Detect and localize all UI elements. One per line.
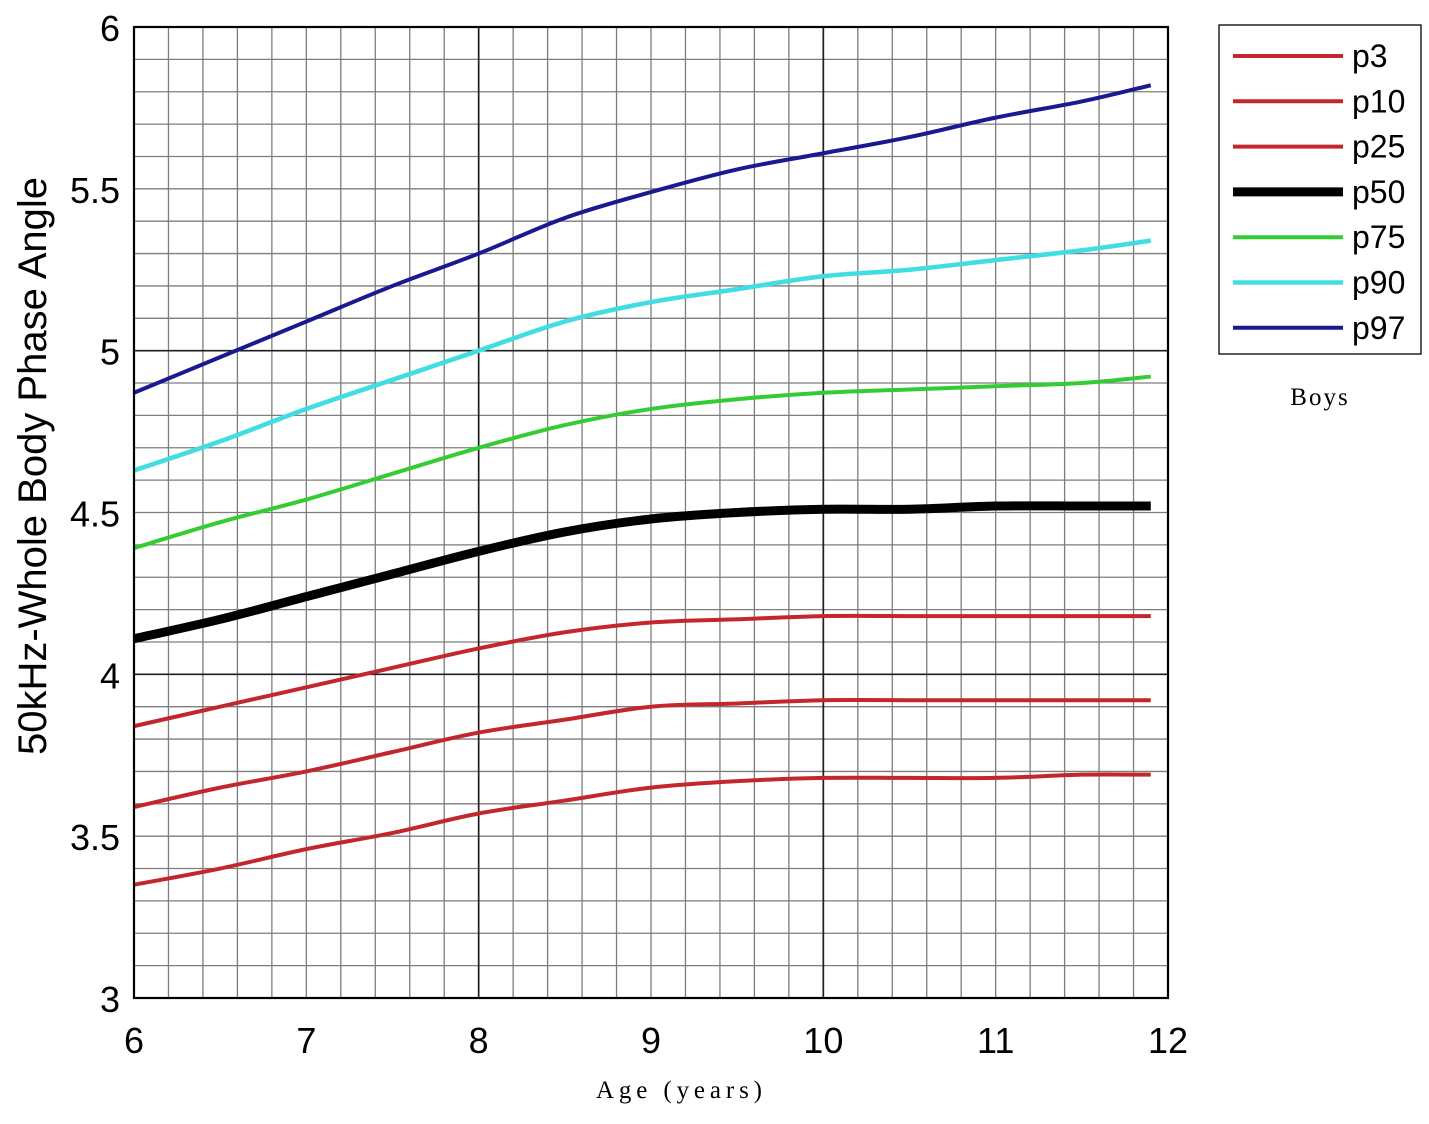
legend-entries: p3 p10 p25 p50 p75 p90 p97	[1233, 38, 1405, 346]
legend-item-p75: p75	[1233, 219, 1405, 255]
series-line-p3	[133, 772, 1151, 887]
legend-label-p97: p97	[1352, 310, 1405, 346]
y-tick-label: 4	[100, 655, 120, 696]
series-lines	[133, 83, 1152, 887]
x-axis-label: Age (years)	[596, 1077, 762, 1104]
series-line-p90	[133, 238, 1152, 473]
y-tick-label: 5	[100, 332, 120, 373]
x-tick-label: 6	[124, 1020, 144, 1061]
y-tick-label: 3.5	[70, 817, 120, 858]
legend-item-p3: p3	[1233, 38, 1388, 74]
x-tick-label: 12	[1148, 1020, 1188, 1061]
series-line-p10	[133, 697, 1151, 809]
group-label: Boys	[1290, 384, 1349, 411]
legend-label-p90: p90	[1352, 265, 1405, 301]
legend-label-p50: p50	[1352, 174, 1405, 210]
series-line-p25	[133, 613, 1151, 729]
legend-item-p25: p25	[1233, 129, 1405, 165]
x-tick-label: 10	[803, 1020, 843, 1061]
legend-item-p90: p90	[1233, 265, 1405, 301]
y-tick-label: 6	[100, 8, 120, 49]
legend-item-p10: p10	[1233, 83, 1405, 119]
x-tick-label: 11	[977, 1020, 1014, 1061]
legend-item-p50: p50	[1233, 174, 1405, 210]
legend-label-p75: p75	[1352, 219, 1405, 255]
series-line-p50	[133, 501, 1151, 644]
y-axis-label: 50kHz-Whole Body Phase Angle	[11, 177, 55, 755]
legend-item-p97: p97	[1233, 310, 1405, 346]
y-tick-label: 3	[100, 979, 120, 1020]
plot-frame	[132, 25, 1170, 1000]
x-tick-label: 8	[469, 1020, 489, 1061]
x-tick-label: 9	[641, 1020, 661, 1061]
y-tick-labels: 3 3.5 4 4.5 5 5.5 6	[70, 8, 120, 1020]
legend-label-p25: p25	[1352, 129, 1405, 165]
series-line-p75	[133, 374, 1151, 551]
x-tick-labels: 6 7 8 9 10 11 12	[124, 1020, 1188, 1061]
grid-lines	[134, 27, 1168, 998]
legend-label-p3: p3	[1352, 38, 1388, 74]
x-tick-label: 7	[296, 1020, 316, 1061]
y-tick-label: 4.5	[70, 494, 120, 535]
legend-label-p10: p10	[1352, 83, 1405, 119]
series-line-p97	[133, 83, 1152, 395]
legend: p3 p10 p25 p50 p75 p90 p97	[1218, 24, 1422, 355]
y-tick-label: 5.5	[70, 170, 120, 211]
